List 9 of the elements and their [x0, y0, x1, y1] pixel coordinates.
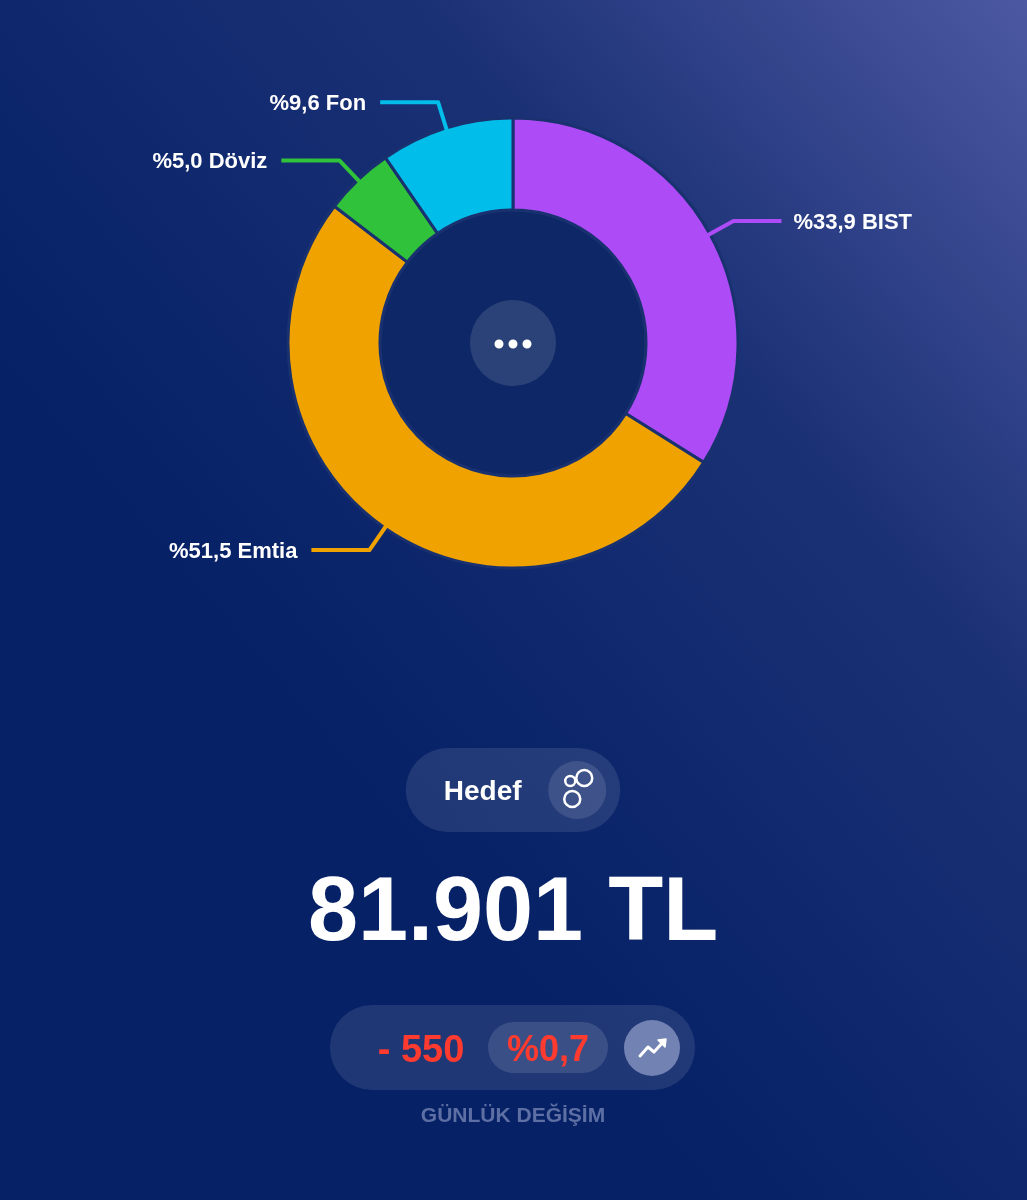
slice-label: %5,0 Döviz — [152, 148, 268, 174]
slice-label: %51,5 Emtia — [168, 537, 299, 563]
slice-label: %9,6 Fon — [269, 90, 367, 116]
text: 81.901 TL — [307, 859, 719, 959]
slice-label: %33,9 BIST — [793, 208, 913, 234]
text: %0,7 — [506, 1027, 590, 1069]
text: Hedef — [443, 774, 523, 806]
text: GÜNLÜK DEĞİŞİM — [420, 1103, 606, 1126]
text: - 550 — [377, 1027, 465, 1070]
